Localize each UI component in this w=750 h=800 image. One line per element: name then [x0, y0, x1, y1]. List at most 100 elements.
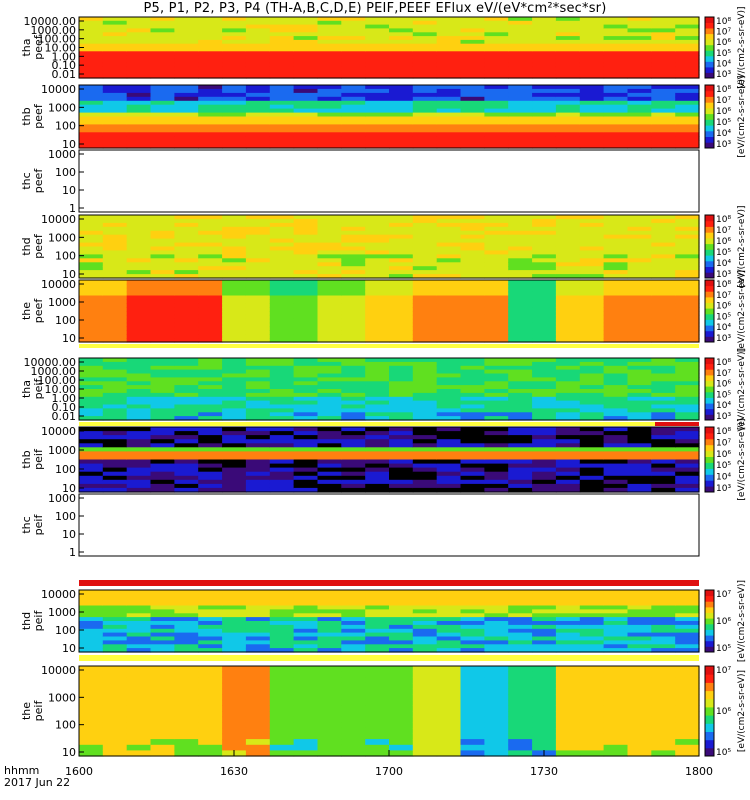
- heatmap-cell: [508, 716, 533, 723]
- heatmap-cell: [102, 427, 128, 432]
- heatmap-cell: [651, 270, 676, 275]
- heatmap-cell: [389, 20, 414, 26]
- heatmap-cell: [627, 750, 652, 757]
- heatmap-cell: [555, 487, 581, 493]
- heatmap-cell: [436, 389, 462, 394]
- heatmap-cell: [603, 250, 628, 255]
- heatmap-cell: [555, 100, 581, 106]
- heatmap-cell: [508, 373, 533, 378]
- heatmap-cell: [150, 459, 175, 465]
- heatmap-cell: [603, 322, 628, 328]
- heatmap-cell: [651, 116, 676, 121]
- heatmap-cell: [245, 254, 271, 259]
- heatmap-cell: [198, 318, 223, 324]
- x-tick-label: 1800: [685, 765, 713, 778]
- heatmap-cell: [412, 733, 438, 740]
- heatmap-cell: [150, 116, 175, 121]
- heatmap-cell: [532, 733, 557, 740]
- heatmap-cell: [245, 412, 271, 417]
- heatmap-cell: [460, 451, 485, 457]
- heatmap-cell: [341, 479, 366, 485]
- heatmap-cell: [269, 455, 295, 461]
- heatmap-cell: [245, 218, 271, 224]
- heatmap-cell: [150, 475, 175, 481]
- colorbar-frame: [704, 589, 715, 653]
- heatmap-cell: [627, 295, 652, 300]
- heatmap-cell: [389, 104, 414, 110]
- heatmap-cell: [341, 358, 366, 363]
- heatmap-cell: [341, 644, 366, 649]
- heatmap-cell: [579, 120, 605, 125]
- heatmap-cell: [627, 330, 652, 335]
- heatmap-cell: [222, 694, 247, 701]
- heatmap-cell: [603, 750, 628, 757]
- heatmap-cell: [627, 358, 652, 363]
- heatmap-cell: [222, 609, 247, 614]
- heatmap-cell: [222, 303, 247, 308]
- heatmap-cell: [198, 416, 223, 421]
- heatmap-cell: [389, 636, 414, 641]
- heatmap-cell: [293, 28, 318, 33]
- heatmap-cell: [293, 55, 318, 60]
- heatmap-cell: [102, 640, 128, 645]
- heatmap-cell: [126, 242, 152, 248]
- heatmap-cell: [317, 373, 342, 378]
- heatmap-cell: [651, 475, 676, 481]
- heatmap-cell: [508, 621, 533, 626]
- heatmap-cell: [460, 307, 485, 312]
- heatmap-cell: [603, 326, 628, 331]
- heatmap-cell: [508, 66, 533, 71]
- heatmap-cell: [484, 632, 509, 638]
- heatmap-cell: [675, 116, 700, 121]
- heatmap-cell: [651, 100, 676, 106]
- heatmap-cell: [675, 609, 700, 614]
- heatmap-cell: [532, 250, 557, 255]
- heatmap-cell: [389, 144, 414, 149]
- heatmap-cell: [341, 32, 366, 37]
- colorbar-tick-label: 10⁵: [716, 248, 731, 258]
- heatmap-cell: [174, 694, 199, 701]
- heatmap-cell: [269, 750, 295, 757]
- heatmap-cell: [126, 314, 152, 320]
- colorbar-segment: [705, 595, 714, 602]
- heatmap-cell: [555, 326, 581, 331]
- heatmap-cell: [603, 671, 628, 678]
- heatmap-cell: [555, 744, 581, 751]
- heatmap-cell: [651, 590, 676, 595]
- heatmap-cell: [389, 750, 414, 757]
- heatmap-cell: [508, 116, 533, 121]
- heatmap-cell: [532, 601, 557, 607]
- heatmap-cell: [412, 36, 438, 41]
- heatmap-cell: [651, 677, 676, 684]
- heatmap-cell: [579, 644, 605, 649]
- heatmap-cell: [389, 471, 414, 477]
- heatmap-cell: [532, 287, 557, 293]
- heatmap-cell: [293, 479, 318, 485]
- colorbar-tick-label: 10⁷: [716, 291, 731, 301]
- heatmap-cell: [245, 51, 271, 56]
- heatmap-cell: [579, 250, 605, 255]
- heatmap-cell: [269, 132, 295, 137]
- heatmap-cell: [675, 682, 700, 690]
- heatmap-cell: [603, 727, 628, 735]
- heatmap-cell: [389, 677, 414, 684]
- heatmap-cell: [412, 628, 438, 634]
- heatmap-cell: [269, 467, 295, 473]
- heatmap-cell: [126, 120, 152, 125]
- heatmap-cell: [675, 17, 700, 22]
- heatmap-cell: [126, 739, 152, 746]
- heatmap-cell: [412, 621, 438, 626]
- colorbar-tick-label: 10⁸: [716, 280, 731, 290]
- heatmap-cell: [603, 66, 628, 71]
- heatmap-cell: [222, 636, 247, 641]
- heatmap-cell: [269, 85, 295, 90]
- heatmap-cell: [436, 280, 462, 285]
- heatmap-cell: [269, 226, 295, 232]
- heatmap-cell: [317, 400, 342, 406]
- heatmap-cell: [603, 377, 628, 382]
- heatmap-cell: [293, 299, 318, 304]
- heatmap-cell: [389, 314, 414, 320]
- heatmap-cell: [269, 666, 295, 673]
- heatmap-cell: [627, 483, 652, 489]
- heatmap-cell: [484, 258, 509, 263]
